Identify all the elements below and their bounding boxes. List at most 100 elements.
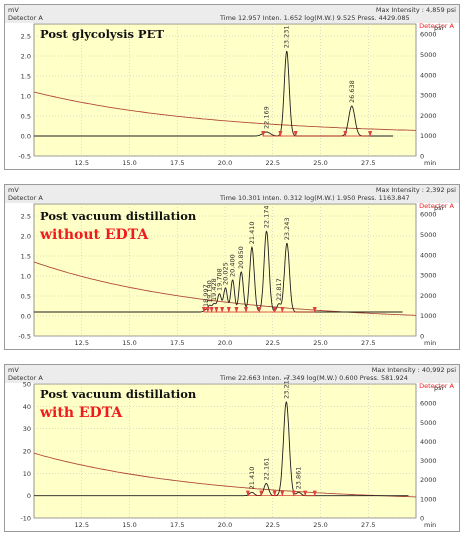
peak-label: 22.161 [262, 458, 270, 481]
cursor-readout: Time 22.663 Inten. -7.349 log(M.W.) 0.60… [219, 374, 408, 382]
peak-label: 21.410 [248, 467, 256, 490]
detector-right-label: Detector A [419, 202, 454, 210]
integration-marker [293, 131, 298, 137]
y-tick-label: 10 [23, 470, 31, 478]
header-bar [5, 185, 459, 203]
integration-marker [259, 490, 264, 497]
integration-marker [201, 307, 206, 313]
y-axis-unit: mV [8, 186, 19, 194]
peak-label: 23.211 [282, 376, 290, 399]
peak-label: 23.243 [283, 217, 291, 240]
integration-marker [303, 490, 308, 497]
y-axis-unit: mV [8, 366, 19, 374]
peak-label: 22.169 [262, 106, 270, 129]
peak-label: 22.174 [263, 205, 271, 228]
x-tick-label: 22.5 [266, 339, 280, 347]
y2-tick-label: 6000 [420, 211, 437, 219]
peak-label: 20.850 [237, 246, 245, 269]
y-tick-label: 0.5 [21, 293, 31, 301]
x-tick-label: 15.0 [122, 339, 136, 347]
max-intensity: Max Intensity : 2,392 psi [376, 186, 456, 194]
y2-tick-label: 4000 [420, 438, 437, 446]
y2-tick-label: 1000 [420, 132, 437, 140]
integration-marker [244, 307, 249, 313]
y2-tick-label: 0 [420, 515, 424, 523]
chromatogram-trace [34, 401, 409, 497]
integration-marker [291, 490, 296, 497]
chromatogram-svg-3: mV Max Intensity : 40,992 psi Detector A Ti… [4, 364, 460, 532]
x-tick-label: 20.0 [218, 159, 232, 167]
integration-marker [368, 131, 373, 137]
y-tick-label: 30 [23, 425, 31, 433]
panel-subtitle: with EDTA [39, 405, 123, 421]
y-tick-label: 1.5 [21, 73, 31, 81]
integration-marker [272, 490, 277, 497]
y2-axis-unit: psi [434, 24, 444, 32]
integration-marker [209, 307, 214, 313]
detector-label: Detector A [8, 194, 43, 202]
peak-label: 21.410 [248, 221, 256, 244]
y-tick-label: 2.0 [21, 233, 31, 241]
panel-title: Post vacuum distillation [40, 387, 197, 401]
y-tick-label: 2.0 [21, 53, 31, 61]
max-intensity: Max Intensity : 40,992 psi [372, 366, 456, 374]
y-tick-label: 50 [23, 381, 31, 389]
chromatogram-panel-3: mV Max Intensity : 40,992 psi Detector A Ti… [4, 364, 460, 532]
integration-marker [226, 307, 231, 313]
x-tick-label: 12.5 [75, 159, 89, 167]
integration-marker [312, 490, 317, 497]
y-tick-label: 0 [27, 492, 31, 500]
y2-tick-label: 1000 [420, 495, 437, 503]
x-tick-label: 27.5 [361, 339, 375, 347]
y-tick-label: 2.5 [21, 33, 31, 41]
x-tick-label: 20.0 [218, 339, 232, 347]
y-tick-label: 0.0 [21, 133, 31, 141]
y-tick-label: -10 [20, 515, 31, 523]
panel-title: Post glycolysis PET [40, 27, 164, 41]
pressure-curve [33, 452, 417, 498]
y-tick-label: 1.5 [21, 253, 31, 261]
y2-tick-label: 6000 [420, 31, 437, 39]
cursor-readout: Time 12.957 Inten. 1.652 log(M.W.) 9.525… [219, 14, 410, 22]
y-tick-label: 40 [23, 403, 31, 411]
x-tick-label: 15.0 [122, 159, 136, 167]
y2-tick-label: 3000 [420, 457, 437, 465]
y-tick-label: 2.5 [21, 213, 31, 221]
x-axis-unit: min [424, 159, 436, 167]
detector-label: Detector A [8, 374, 43, 382]
integration-marker [343, 131, 348, 137]
y2-tick-label: 1000 [420, 312, 437, 320]
x-tick-label: 22.5 [266, 159, 280, 167]
detector-label: Detector A [8, 14, 43, 22]
x-tick-label: 12.5 [75, 521, 89, 529]
detector-right-label: Detector A [419, 382, 454, 390]
y2-tick-label: 0 [420, 153, 424, 161]
peak-label: 19.708 [215, 268, 223, 291]
y2-tick-label: 3000 [420, 272, 437, 280]
cursor-readout: Time 10.301 Inten. 0.312 log(M.W.) 1.950… [219, 194, 410, 202]
x-tick-label: 25.0 [313, 339, 327, 347]
panel-subtitle: without EDTA [39, 227, 149, 243]
y2-tick-label: 4000 [420, 71, 437, 79]
y2-tick-label: 4000 [420, 251, 437, 259]
integration-marker [214, 307, 219, 313]
y-axis-unit: mV [8, 6, 19, 14]
peak-label: 19.190 [206, 280, 214, 303]
y-tick-label: 1.0 [21, 273, 31, 281]
x-tick-label: 25.0 [313, 159, 327, 167]
y2-tick-label: 2000 [420, 112, 437, 120]
x-tick-label: 27.5 [361, 159, 375, 167]
y2-tick-label: 5000 [420, 231, 437, 239]
y-tick-label: 20 [23, 448, 31, 456]
y2-tick-label: 2000 [420, 292, 437, 300]
y2-axis-unit: psi [434, 204, 444, 212]
integration-marker [312, 307, 317, 313]
pressure-curve [33, 91, 417, 131]
y2-tick-label: 0 [420, 333, 424, 341]
y2-tick-label: 3000 [420, 92, 437, 100]
chromatogram-panel-2: mV Max Intensity : 2,392 psi Detector A Tim… [4, 184, 460, 350]
integration-marker [278, 131, 283, 137]
x-tick-label: 17.5 [170, 159, 184, 167]
x-tick-label: 17.5 [170, 521, 184, 529]
integration-marker [220, 307, 225, 313]
